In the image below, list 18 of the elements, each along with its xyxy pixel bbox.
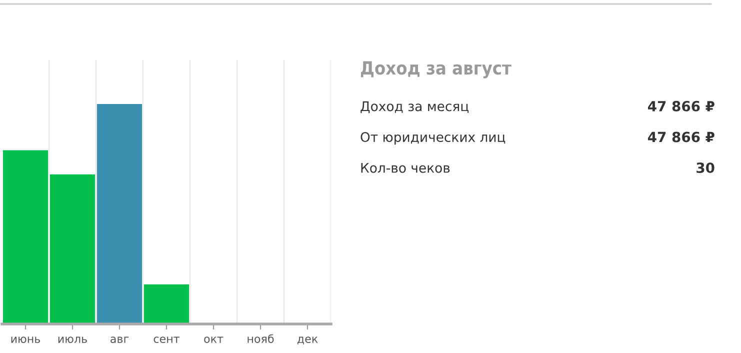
- text: 30: [696, 162, 714, 174]
- x-tick-label: июль: [58, 336, 87, 344]
- x-tick-label: сент: [154, 336, 180, 344]
- bar: [2, 150, 48, 324]
- x-tick-label: дек: [297, 336, 318, 344]
- x-tick-label: авг: [110, 336, 129, 344]
- x-tick-label: окт: [204, 336, 224, 344]
- x-tick-label: июнь: [11, 336, 40, 344]
- bar: [50, 174, 96, 324]
- text: Кол-во чеков: [361, 163, 450, 173]
- text: Доход за август: [360, 61, 512, 78]
- text: 47 866 ₽: [648, 100, 714, 112]
- x-tick-label: нояб: [248, 334, 274, 344]
- text: От юридических лиц: [360, 132, 506, 145]
- text: Доход за месяц: [360, 101, 469, 114]
- text: 47 866 ₽: [648, 132, 714, 142]
- bar: [144, 284, 190, 324]
- bar: [96, 104, 142, 324]
